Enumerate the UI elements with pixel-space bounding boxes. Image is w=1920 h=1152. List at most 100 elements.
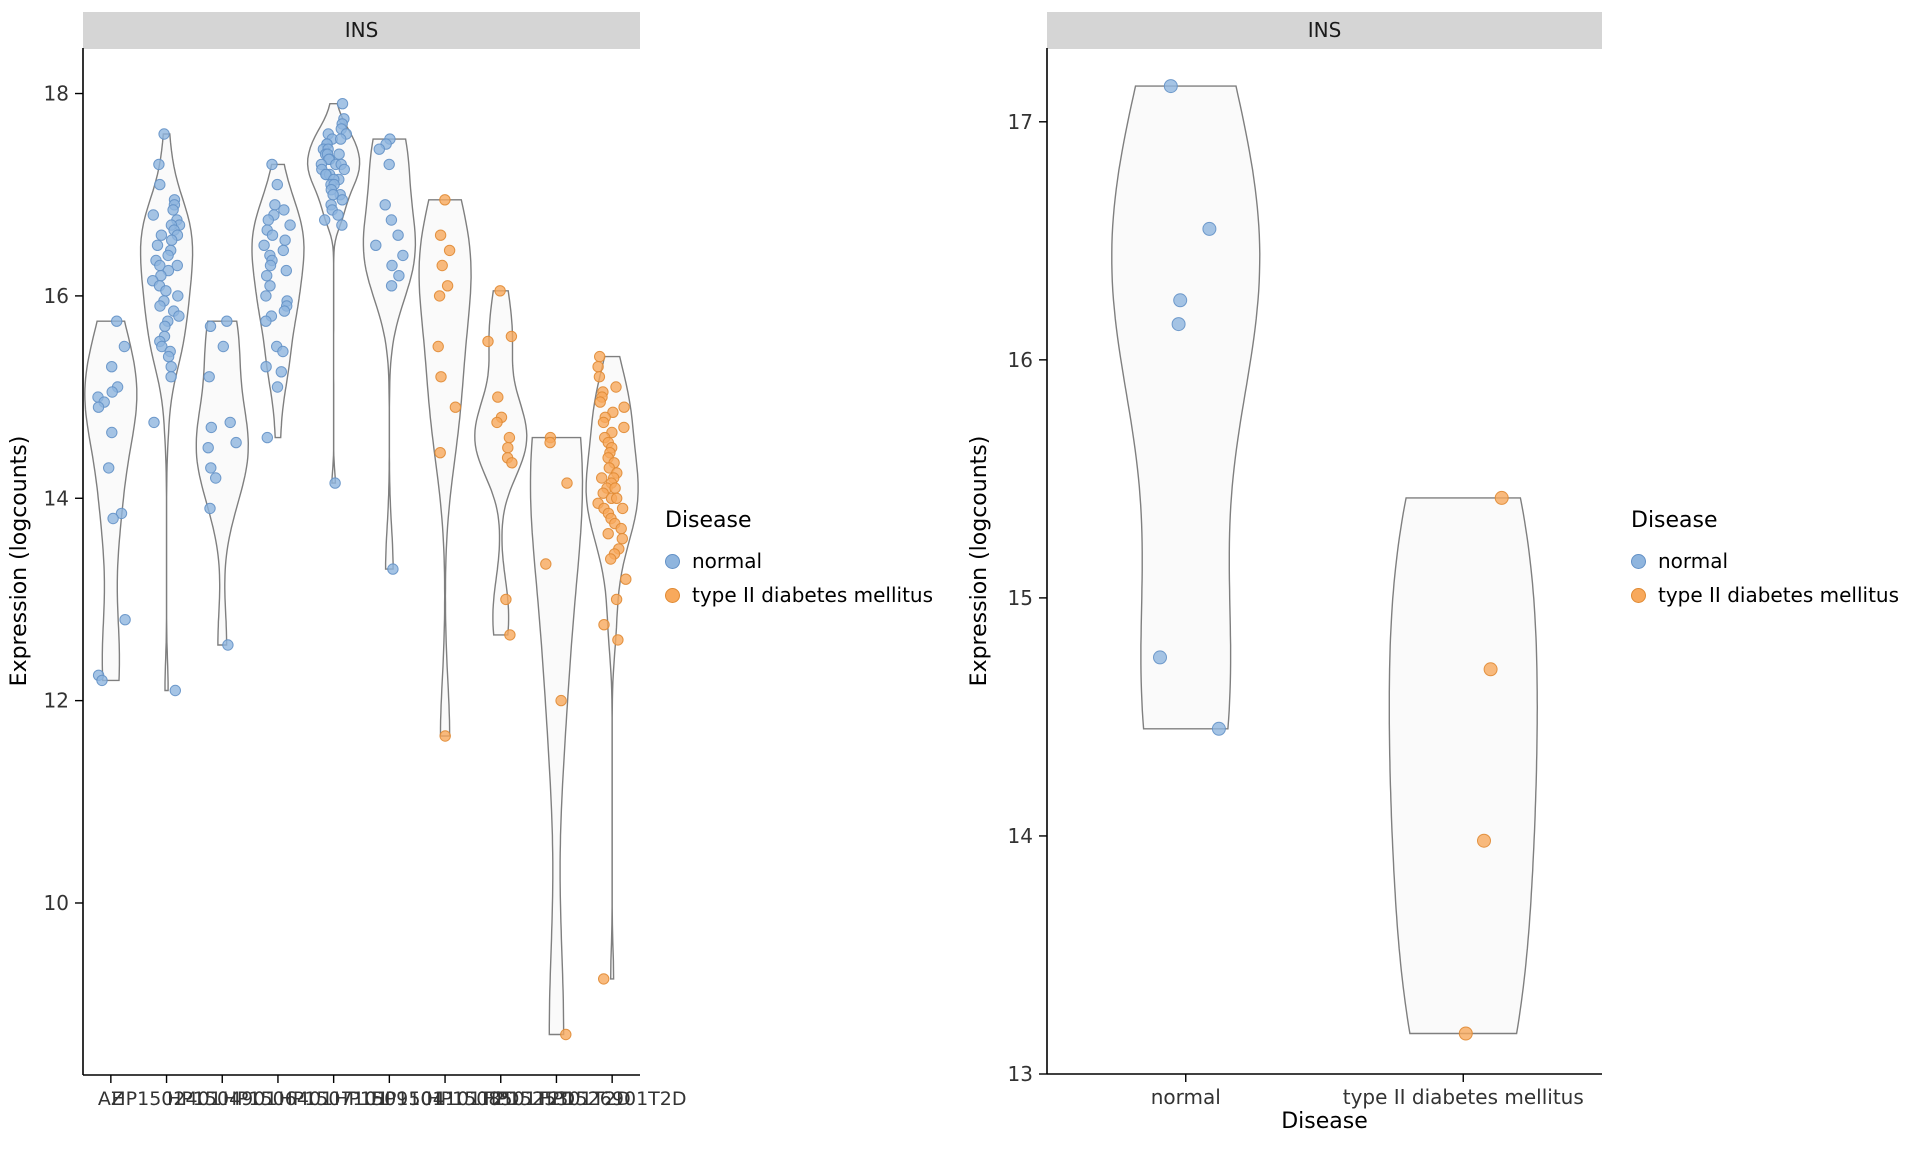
data-point [387, 563, 399, 575]
data-point [594, 350, 606, 363]
left-violin-plot: INS Expression (logcounts) 1012141618AZH… [7, 12, 687, 1110]
data-point [335, 133, 347, 145]
data-point [165, 361, 177, 373]
left-plot-area: 1012141618AZHP1502401HP1504901HP1506401H… [44, 48, 687, 1110]
data-point [148, 416, 160, 429]
data-point [435, 371, 447, 383]
data-point [1171, 317, 1186, 332]
data-point [1458, 1026, 1473, 1041]
data-point [383, 158, 395, 171]
x-axis-group-label: type II diabetes mellitus [1343, 1085, 1584, 1109]
data-point [441, 280, 454, 292]
data-point [210, 472, 222, 484]
data-point [615, 522, 627, 535]
data-point [618, 401, 630, 413]
data-point [561, 477, 573, 489]
data-point [500, 593, 512, 606]
data-point [264, 259, 277, 272]
data-point [204, 502, 216, 515]
data-point [385, 280, 398, 292]
data-point [596, 472, 608, 484]
data-point [333, 148, 345, 160]
data-point [449, 401, 462, 413]
data-point [609, 482, 621, 494]
data-point [166, 234, 178, 246]
facet-strip [1047, 12, 1602, 49]
data-point [217, 340, 230, 353]
data-point [284, 219, 296, 231]
data-point [443, 244, 456, 257]
data-point [594, 396, 606, 408]
data-point [159, 320, 171, 332]
legend-entry-label: normal [692, 549, 763, 573]
data-point [332, 209, 344, 221]
data-point [506, 457, 518, 469]
data-point [327, 189, 339, 201]
data-point [221, 315, 233, 327]
x-axis-group-label: HP1506401 [223, 1088, 333, 1110]
data-point [167, 204, 179, 216]
legend-title: Disease [1631, 508, 1718, 533]
data-point [155, 229, 168, 241]
data-point [262, 214, 274, 226]
data-point [266, 229, 279, 241]
violin-outline [474, 290, 528, 636]
data-point [610, 593, 623, 606]
violin-outline [418, 199, 472, 737]
data-point [277, 244, 289, 257]
data-point [560, 1028, 572, 1041]
legend-entry-t2d: type II diabetes mellitus [665, 583, 933, 607]
violin-outline [1111, 85, 1261, 730]
data-point [436, 259, 448, 272]
data-point [618, 421, 630, 434]
data-point [158, 128, 170, 140]
data-point [385, 214, 398, 226]
data-point [1173, 293, 1188, 308]
data-point [598, 619, 610, 631]
data-point [397, 249, 409, 262]
data-point [336, 219, 348, 231]
data-point [1163, 79, 1178, 94]
data-point [106, 361, 118, 373]
data-point [555, 694, 567, 707]
data-point [319, 214, 331, 226]
data-point [505, 330, 518, 343]
data-point [111, 315, 123, 327]
data-point [162, 249, 174, 262]
y-axis-tick-label: 13 [1008, 1062, 1033, 1086]
data-point [118, 340, 131, 353]
x-axis-group-label: AZ [98, 1088, 124, 1110]
y-axis-tick-label: 15 [1008, 586, 1033, 610]
normal-key-icon [665, 553, 680, 569]
data-point [434, 447, 446, 459]
data-point [616, 533, 628, 545]
right-y-axis-label: Expression (logcounts) [967, 436, 992, 687]
data-point [439, 730, 451, 742]
legend-entry-normal: normal [1631, 549, 1899, 573]
data-point [432, 340, 444, 353]
facet-strip [83, 12, 640, 49]
legend-entry-label: type II diabetes mellitus [1658, 583, 1900, 607]
right-plot-area: 13 14 15 16 17 normal type II diabetes mellitu… [1008, 48, 1602, 1109]
data-point [433, 290, 446, 302]
y-axis-tick-label: 12 [44, 689, 69, 713]
data-point [336, 98, 349, 110]
violin-outline [195, 320, 250, 646]
data-point [393, 270, 405, 282]
x-axis-group-label: HP1509101 [334, 1088, 444, 1110]
data-point [597, 487, 609, 499]
data-point [278, 204, 290, 216]
data-point [261, 270, 273, 282]
data-point [154, 178, 166, 191]
data-point [224, 416, 236, 429]
data-point [544, 436, 556, 449]
y-axis-tick-label: 14 [44, 486, 69, 510]
data-point [386, 259, 398, 272]
y-axis-tick-label: 10 [44, 891, 69, 915]
data-point [392, 229, 404, 241]
data-point [156, 340, 168, 353]
data-point [277, 345, 289, 358]
data-point [275, 366, 287, 378]
data-point [107, 512, 119, 525]
legend-entry-label: normal [1658, 549, 1729, 573]
